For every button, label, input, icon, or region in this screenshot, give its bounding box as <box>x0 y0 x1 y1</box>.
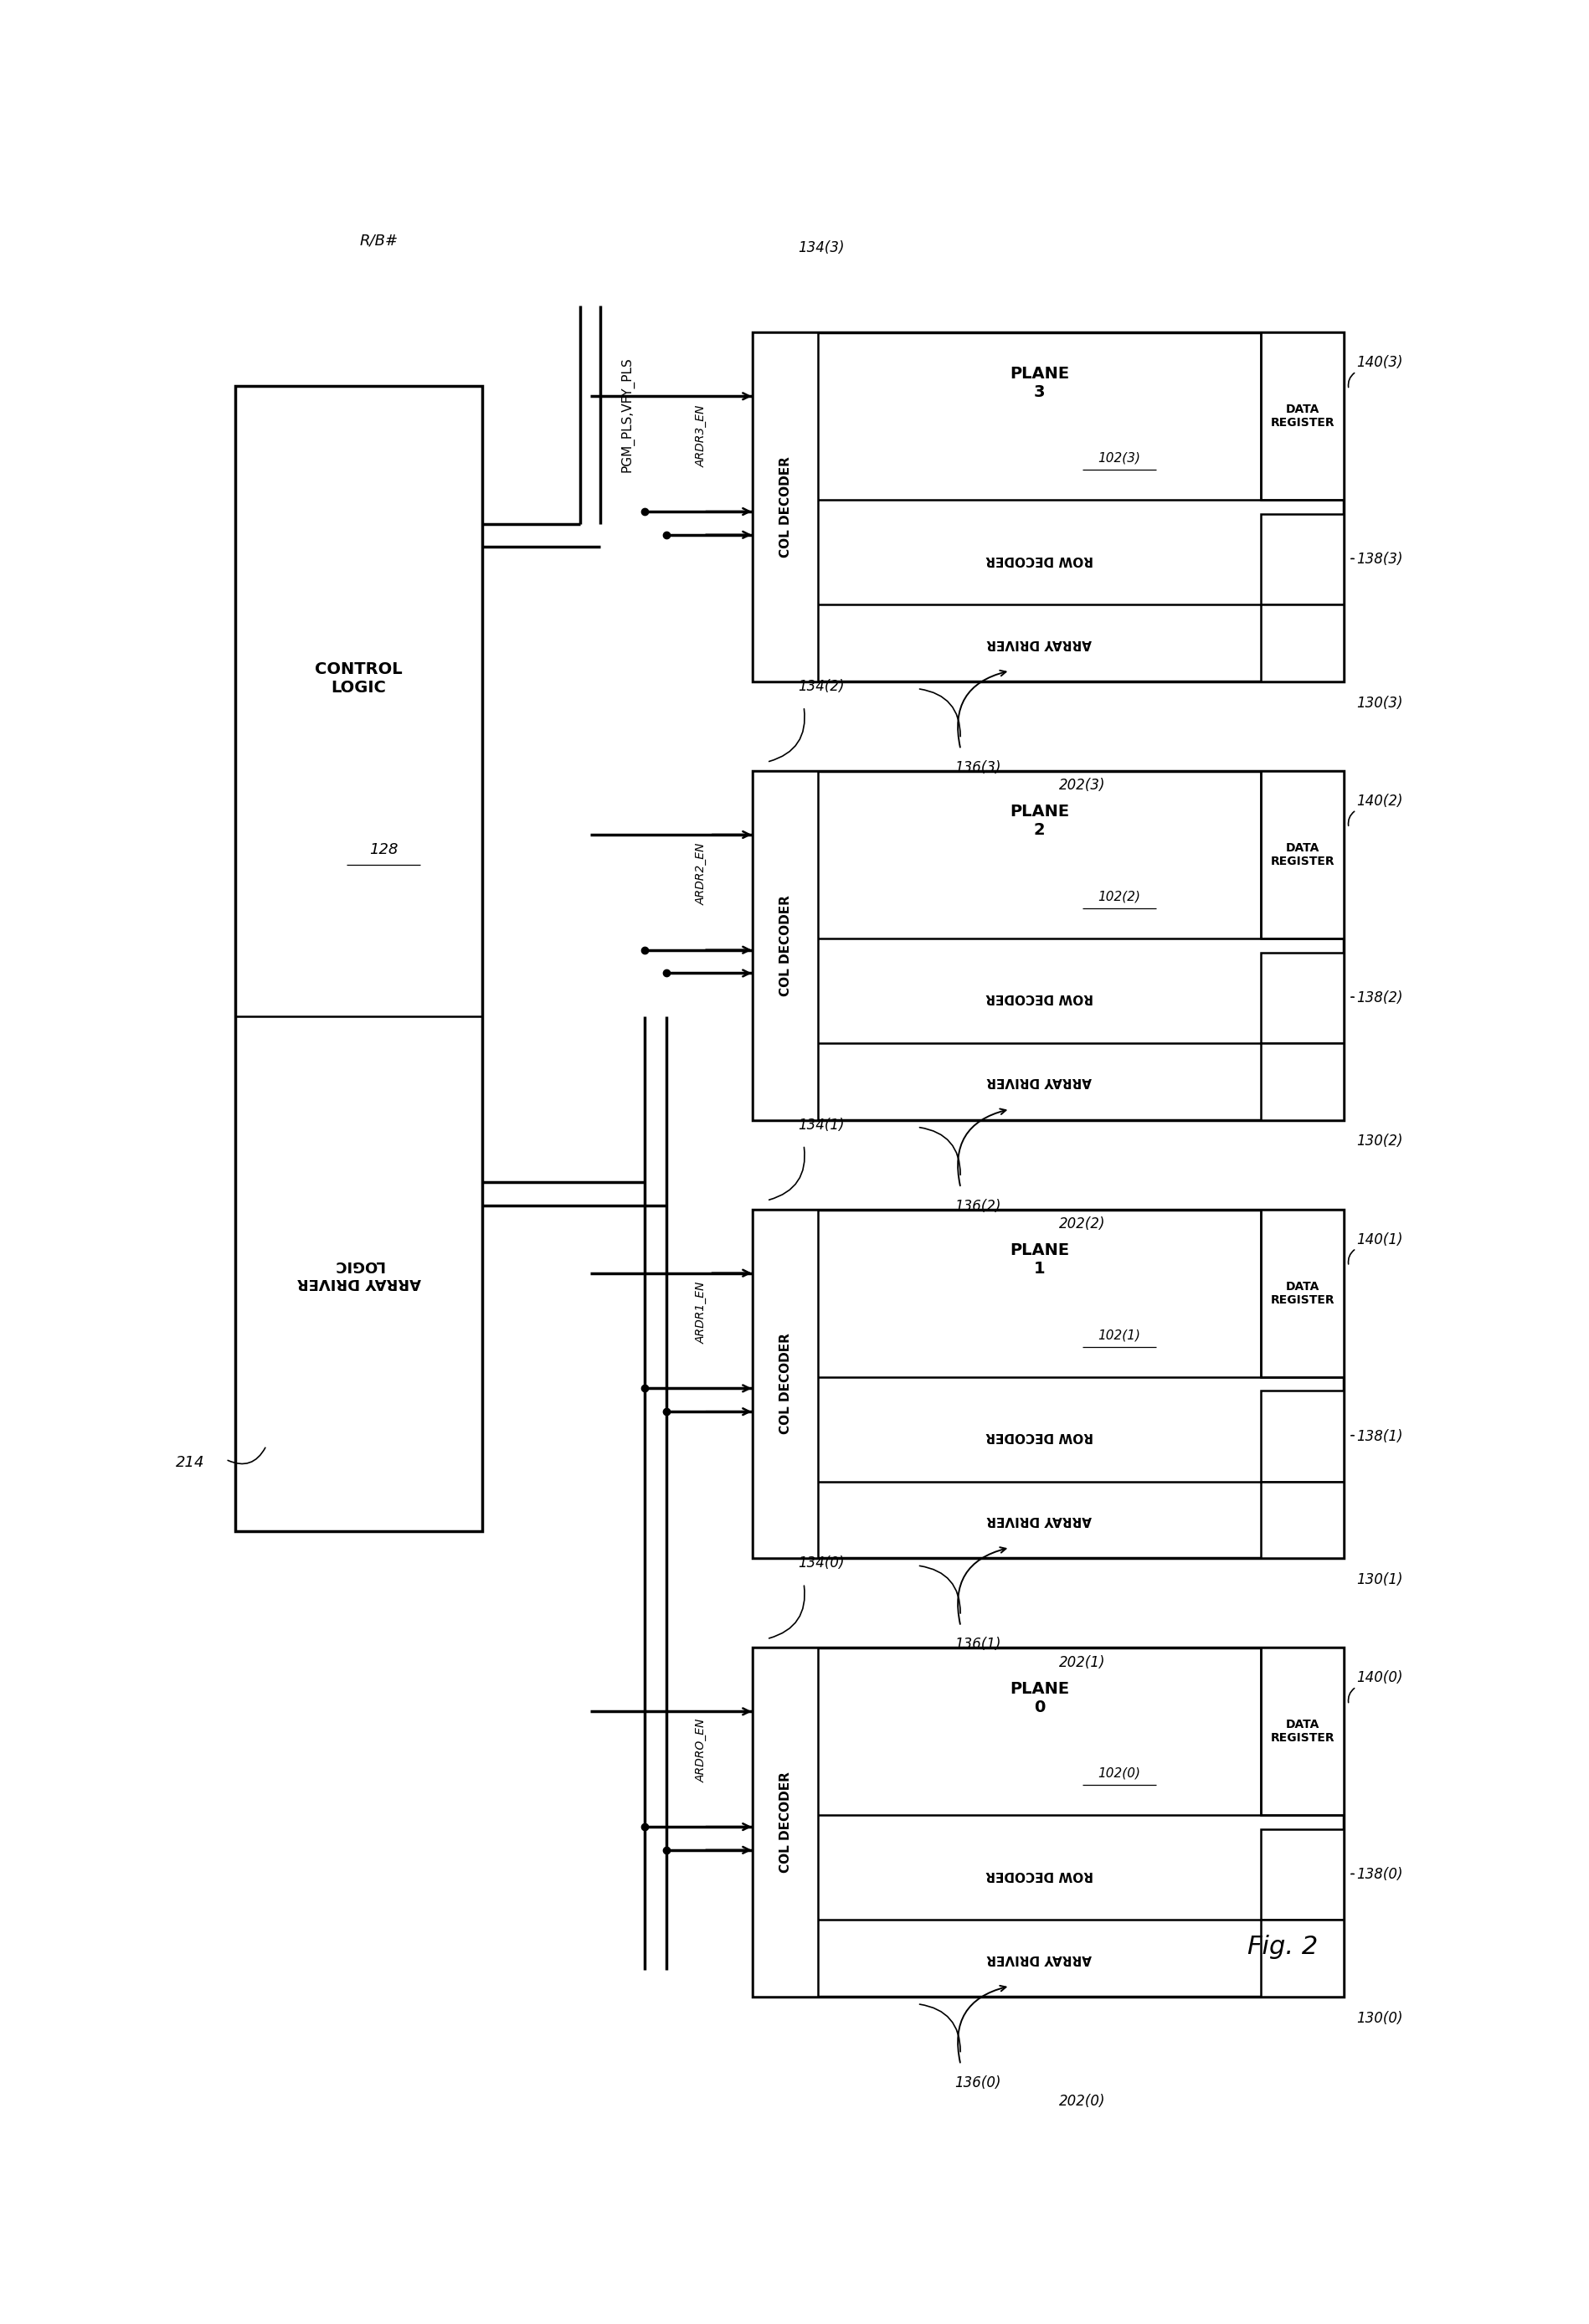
Text: CONTROL
LOGIC: CONTROL LOGIC <box>315 660 402 695</box>
Text: 140(3): 140(3) <box>1355 356 1403 370</box>
Bar <box>753 772 1344 1120</box>
Text: 134(2): 134(2) <box>798 679 844 695</box>
Bar <box>1262 604 1344 681</box>
Bar <box>753 332 818 681</box>
Text: 130(0): 130(0) <box>1355 2010 1403 2027</box>
Bar <box>1262 332 1344 500</box>
Bar <box>1262 1208 1344 1376</box>
Text: ARDRO_EN: ARDRO_EN <box>696 1717 707 1783</box>
Text: ARDR3_EN: ARDR3_EN <box>696 404 707 467</box>
Bar <box>1262 1648 1344 1815</box>
Text: 136(1): 136(1) <box>955 1636 1001 1652</box>
Text: ROW DECODER: ROW DECODER <box>985 992 1093 1004</box>
Text: COL DECODER: COL DECODER <box>779 895 791 997</box>
Text: 202(3): 202(3) <box>1060 779 1106 792</box>
Text: 134(0): 134(0) <box>798 1555 844 1571</box>
Bar <box>753 1648 1344 1996</box>
Text: ARDR2_EN: ARDR2_EN <box>696 844 707 906</box>
Text: 138(2): 138(2) <box>1355 990 1403 1006</box>
Text: 214: 214 <box>176 1455 205 1471</box>
Text: 138(0): 138(0) <box>1355 1866 1403 1882</box>
Text: 140(0): 140(0) <box>1355 1671 1403 1685</box>
Bar <box>753 332 1344 681</box>
Text: 130(1): 130(1) <box>1355 1573 1403 1587</box>
Text: 138(3): 138(3) <box>1355 551 1403 567</box>
Bar <box>1262 953 1344 1043</box>
Text: ARRAY DRIVER: ARRAY DRIVER <box>987 1076 1092 1088</box>
Text: 140(2): 140(2) <box>1355 792 1403 809</box>
Text: 202(2): 202(2) <box>1060 1215 1106 1232</box>
Text: DATA
REGISTER: DATA REGISTER <box>1271 404 1335 430</box>
Text: Fig. 2: Fig. 2 <box>1247 1934 1317 1959</box>
Bar <box>1262 1829 1344 1920</box>
Text: ROW DECODER: ROW DECODER <box>985 553 1093 565</box>
Text: DATA
REGISTER: DATA REGISTER <box>1271 1720 1335 1745</box>
Bar <box>1262 1920 1344 1996</box>
Text: ROW DECODER: ROW DECODER <box>985 1429 1093 1443</box>
Bar <box>235 386 481 1532</box>
Text: ARRAY DRIVER: ARRAY DRIVER <box>987 1952 1092 1964</box>
Text: PLANE
2: PLANE 2 <box>1009 804 1069 839</box>
Text: COL DECODER: COL DECODER <box>779 1771 791 1873</box>
Text: PLANE
1: PLANE 1 <box>1009 1243 1069 1276</box>
Bar <box>1262 1390 1344 1483</box>
Text: 130(2): 130(2) <box>1355 1134 1403 1148</box>
Text: COL DECODER: COL DECODER <box>779 456 791 558</box>
Text: R/B#: R/B# <box>361 232 399 249</box>
Text: 128: 128 <box>369 844 397 858</box>
Text: 136(3): 136(3) <box>955 760 1001 776</box>
Text: 102(0): 102(0) <box>1098 1766 1141 1780</box>
Bar <box>753 1648 818 1996</box>
Text: ARRAY DRIVER: ARRAY DRIVER <box>987 637 1092 648</box>
Text: ARDR1_EN: ARDR1_EN <box>696 1281 707 1343</box>
Text: ARRAY DRIVER: ARRAY DRIVER <box>987 1513 1092 1527</box>
Text: 102(3): 102(3) <box>1098 451 1141 465</box>
Bar <box>753 1208 1344 1559</box>
Bar <box>753 1208 818 1559</box>
Text: PGM_PLS,VFY_PLS: PGM_PLS,VFY_PLS <box>620 358 634 472</box>
Text: DATA
REGISTER: DATA REGISTER <box>1271 841 1335 867</box>
Text: 134(1): 134(1) <box>798 1118 844 1132</box>
Text: 102(2): 102(2) <box>1098 890 1141 904</box>
Bar <box>1262 514 1344 604</box>
Text: DATA
REGISTER: DATA REGISTER <box>1271 1281 1335 1306</box>
Text: ARRAY DRIVER
LOGIC: ARRAY DRIVER LOGIC <box>297 1257 421 1290</box>
Bar <box>1262 1043 1344 1120</box>
Text: ROW DECODER: ROW DECODER <box>985 1868 1093 1880</box>
Text: 136(0): 136(0) <box>955 2075 1001 2092</box>
Text: 102(1): 102(1) <box>1098 1329 1141 1341</box>
Text: COL DECODER: COL DECODER <box>779 1334 791 1434</box>
Text: 134(3): 134(3) <box>798 242 844 256</box>
Bar <box>1262 1483 1344 1559</box>
Text: 136(2): 136(2) <box>955 1199 1001 1213</box>
Text: 130(3): 130(3) <box>1355 695 1403 711</box>
Text: 202(0): 202(0) <box>1060 2094 1106 2108</box>
Text: PLANE
3: PLANE 3 <box>1009 365 1069 400</box>
Text: 202(1): 202(1) <box>1060 1655 1106 1671</box>
Text: PLANE
0: PLANE 0 <box>1009 1680 1069 1715</box>
Text: 140(1): 140(1) <box>1355 1232 1403 1248</box>
Bar <box>1262 772 1344 939</box>
Bar <box>753 772 818 1120</box>
Text: 138(1): 138(1) <box>1355 1429 1403 1443</box>
